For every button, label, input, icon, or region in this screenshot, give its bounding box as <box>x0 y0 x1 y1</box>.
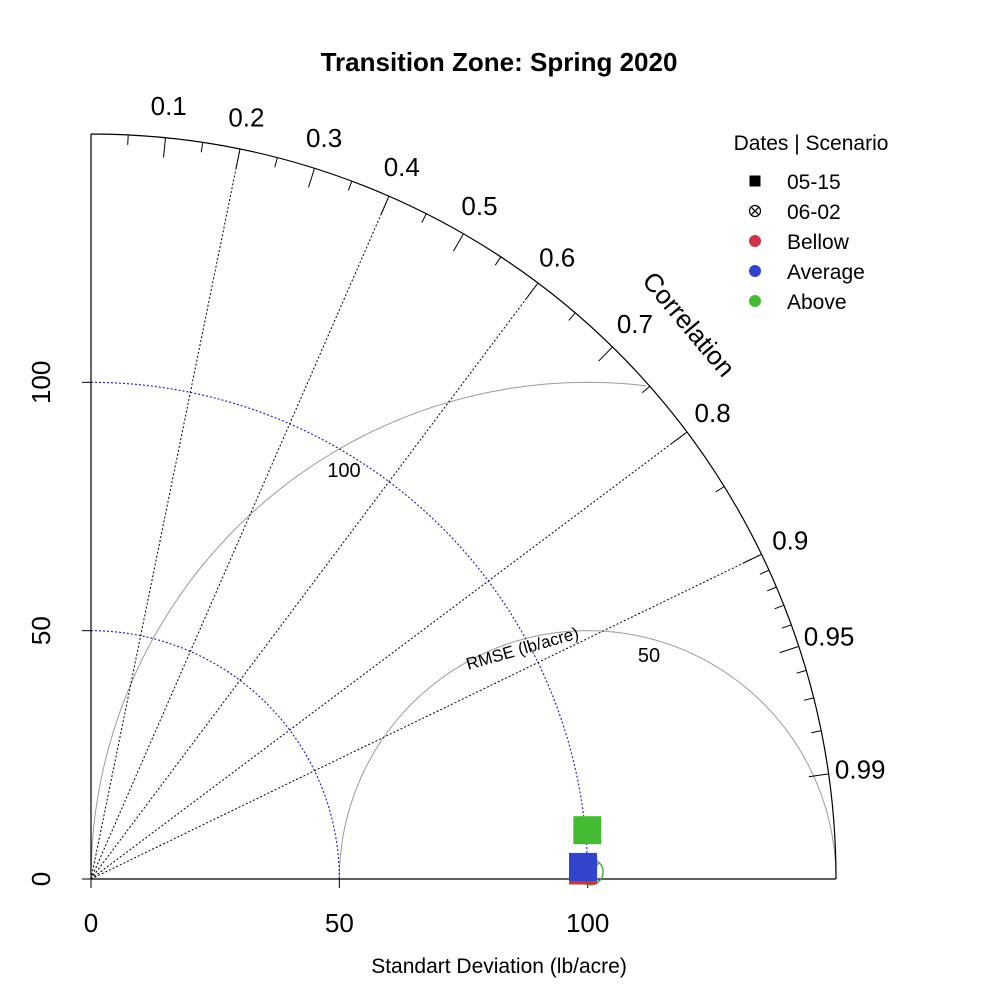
correlation-major-tick <box>670 431 688 445</box>
sd-arc <box>90 381 589 880</box>
y-tick-label: 0 <box>26 872 56 886</box>
correlation-minor-tick <box>421 213 427 223</box>
correlation-major-tick <box>380 195 390 215</box>
legend-label-above: Above <box>787 291 847 314</box>
axes-layer: 0.1 0.20.30.40.50.60.70.80.90.950.9900505… <box>26 91 886 938</box>
legend-label-06-02: 06-02 <box>787 201 841 224</box>
legend-marker-above <box>749 295 761 307</box>
correlation-tick-label: 0.99 <box>835 754 886 784</box>
sd-arc <box>90 630 340 880</box>
correlation-major-tick <box>598 346 613 362</box>
legend-marker-06-02-circle <box>748 204 762 218</box>
correlation-tick-label: 0.95 <box>804 621 855 651</box>
correlation-tick-label: 0.8 <box>695 398 731 428</box>
point-05-15-average <box>569 852 597 881</box>
correlation-tick-label: 0.1 <box>151 91 187 121</box>
points-layer <box>569 816 604 886</box>
sd-axes <box>90 134 836 880</box>
grid-layer: 50 100 RMSE (lb/acre) <box>90 148 837 880</box>
correlation-minor-tick <box>200 142 204 153</box>
correlation-minor-tick <box>767 586 777 592</box>
legend-marker-average <box>749 265 761 277</box>
legend-label-bellow: Bellow <box>787 231 850 254</box>
correlation-minor-tick <box>274 157 278 168</box>
correlation-major-tick <box>235 148 241 169</box>
correlation-major-tick <box>808 773 829 778</box>
correlation-minor-tick <box>494 256 502 266</box>
rmse-axis-label: RMSE (lb/acre) <box>464 624 581 674</box>
legend: Dates | Scenario 05-15 06-02 Bellow Average… <box>734 132 889 314</box>
correlation-major-tick <box>779 645 799 654</box>
legend-label-05-15: 05-15 <box>787 171 841 194</box>
correlation-major-tick <box>308 168 315 188</box>
correlation-tick-label: 0.7 <box>617 309 653 339</box>
correlation-minor-tick <box>641 385 651 394</box>
correlation-minor-tick <box>803 697 814 701</box>
x-tick-label: 50 <box>325 908 354 938</box>
correlation-tick-label: 0.4 <box>384 152 420 182</box>
x-axis-label: Standart Deviation (lb/acre) <box>371 955 627 978</box>
correlation-line <box>90 553 762 880</box>
correlation-tick-label: 0.6 <box>539 242 575 272</box>
y-tick-label: 100 <box>26 361 56 404</box>
correlation-major-tick <box>163 137 166 158</box>
legend-title: Dates | Scenario <box>734 132 889 155</box>
correlation-minor-tick <box>715 486 725 493</box>
legend-marker-05-15 <box>749 175 761 187</box>
legend-marker-06-02 <box>748 204 762 218</box>
correlation-minor-tick <box>127 134 129 145</box>
correlation-tick-label: 0.3 <box>306 123 342 153</box>
point-05-15-above <box>573 816 602 845</box>
correlation-major-tick <box>743 553 762 564</box>
y-tick-label: 50 <box>26 616 56 645</box>
correlation-line <box>90 431 688 880</box>
rmse-arc-label: 50 <box>638 645 660 667</box>
correlation-minor-tick <box>796 669 807 674</box>
correlation-minor-tick <box>774 604 785 610</box>
correlation-tick-label: 0.2 <box>228 103 264 133</box>
correlation-arc <box>90 133 837 880</box>
rmse-arc <box>90 381 647 879</box>
correlation-minor-tick <box>347 180 353 191</box>
correlation-major-tick <box>453 233 464 252</box>
correlation-tick-label: 0.9 <box>772 525 808 555</box>
correlation-minor-tick <box>568 312 576 321</box>
correlation-tick-label: 0.5 <box>461 191 497 221</box>
correlation-line <box>90 148 241 880</box>
chart-title: Transition Zone: Spring 2020 <box>321 47 678 77</box>
x-tick-label: 100 <box>566 908 609 938</box>
legend-marker-06-02-cross-b <box>750 206 760 216</box>
rmse-arc-label: 100 <box>327 460 360 482</box>
correlation-minor-tick <box>759 569 770 575</box>
legend-marker-bellow <box>749 235 761 247</box>
legend-items: 05-15 06-02 Bellow Average Above <box>748 171 865 314</box>
rmse-arc <box>338 630 837 880</box>
correlation-line <box>90 195 390 880</box>
correlation-line <box>90 282 539 880</box>
correlation-minor-tick <box>811 730 822 734</box>
legend-label-average: Average <box>787 261 865 284</box>
correlation-major-tick <box>525 282 539 300</box>
correlation-minor-tick <box>781 624 792 629</box>
x-tick-label: 0 <box>84 908 98 938</box>
